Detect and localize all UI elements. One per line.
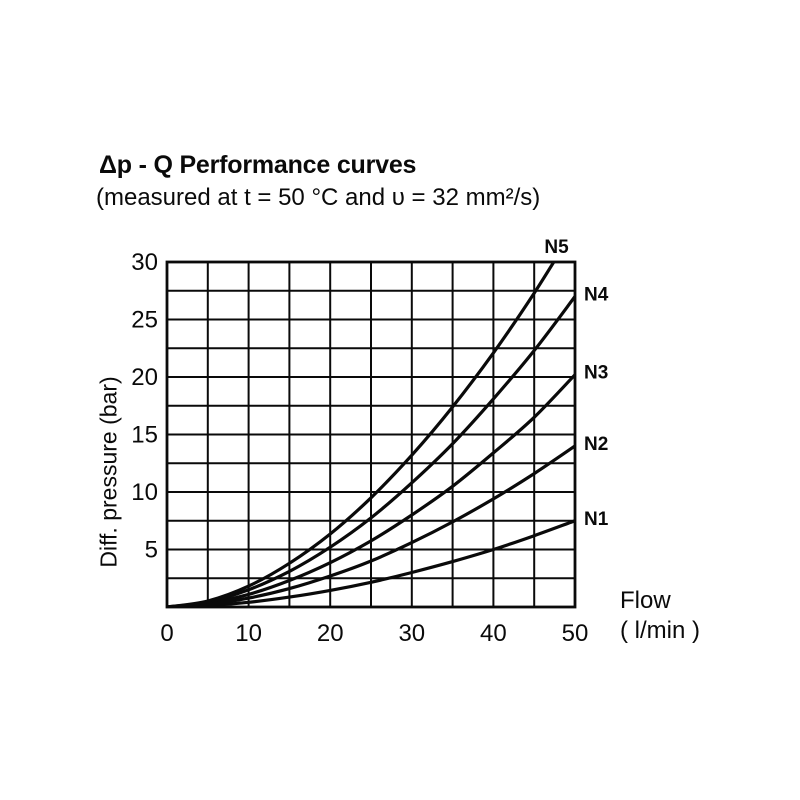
- x-tick-label: 10: [235, 620, 262, 647]
- y-tick-label: 30: [131, 249, 158, 276]
- curve-label-N4: N4: [584, 285, 609, 306]
- y-tick-label: 15: [131, 422, 158, 449]
- curve-label-N5: N5: [544, 237, 569, 258]
- y-tick-label: 25: [131, 307, 158, 334]
- x-tick-label: 20: [317, 620, 344, 647]
- x-tick-label: 40: [480, 620, 507, 647]
- curve-N1: [167, 519, 575, 607]
- y-tick-label: 5: [145, 537, 158, 564]
- curve-label-N2: N2: [584, 434, 608, 455]
- curve-N4: [167, 294, 575, 607]
- y-tick-label: 10: [131, 479, 158, 506]
- x-axis-title-line2: ( l/min ): [620, 617, 700, 644]
- chart-title: Δp - Q Performance curves: [99, 151, 417, 179]
- curve-N3: [167, 373, 575, 607]
- x-tick-label: 0: [160, 620, 173, 647]
- curve-label-N1: N1: [584, 509, 609, 530]
- y-tick-label: 20: [131, 364, 158, 391]
- x-axis-title: Flow ( l/min ): [620, 586, 700, 646]
- x-tick-label: 30: [398, 620, 425, 647]
- curve-N5: [167, 262, 556, 607]
- curve-N2: [167, 444, 575, 607]
- x-axis-title-line1: Flow: [620, 587, 671, 614]
- x-tick-label: 50: [562, 620, 589, 647]
- curve-label-N3: N3: [584, 363, 608, 384]
- chart-subtitle: (measured at t = 50 °C and υ = 32 mm²/s): [96, 184, 541, 211]
- plot-border: [165, 260, 577, 609]
